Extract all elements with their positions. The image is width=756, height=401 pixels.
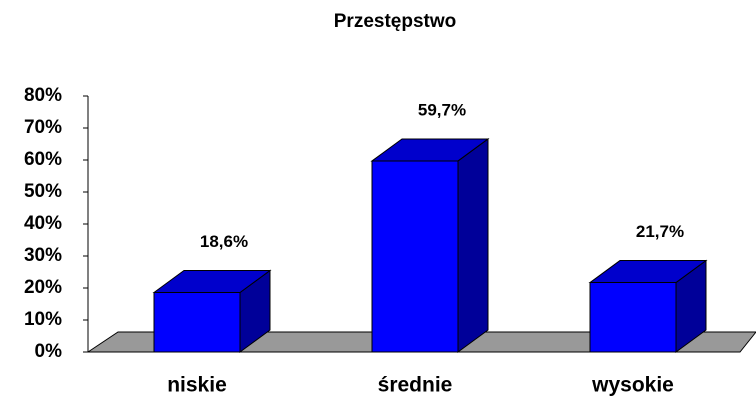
- y-tick-label: 40%: [24, 213, 62, 234]
- bar-front: [371, 160, 459, 353]
- bar-side: [457, 137, 489, 353]
- bar-front: [589, 282, 677, 353]
- y-tick-label: 10%: [24, 309, 62, 330]
- x-tick-label: niskie: [167, 374, 227, 397]
- bar: [370, 137, 490, 353]
- y-tick-label: 20%: [24, 277, 62, 298]
- bar: [588, 259, 708, 353]
- value-label: 18,6%: [200, 232, 248, 251]
- bar: [152, 269, 272, 353]
- y-tick-label: 60%: [24, 149, 62, 170]
- value-label: 21,7%: [636, 222, 684, 241]
- value-label: 59,7%: [418, 100, 466, 119]
- y-tick-label: 30%: [24, 245, 62, 266]
- chart-title: Przestępstwo: [334, 11, 456, 32]
- y-tick-label: 50%: [24, 181, 62, 202]
- x-tick-label: wysokie: [591, 374, 674, 397]
- y-tick-label: 0%: [35, 341, 63, 362]
- y-tick-label: 80%: [24, 85, 62, 106]
- y-tick-label: 70%: [24, 117, 62, 138]
- bar-front: [153, 291, 241, 353]
- x-tick-label: średnie: [378, 374, 453, 397]
